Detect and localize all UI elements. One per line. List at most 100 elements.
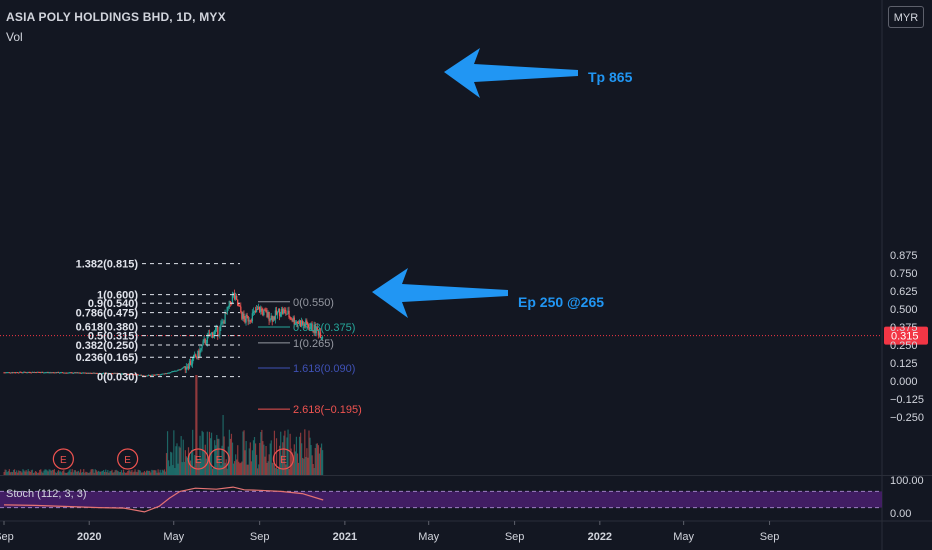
candle-body	[290, 317, 292, 320]
volume-bar	[252, 440, 255, 475]
volume-bar	[122, 469, 125, 475]
volume-bar	[92, 469, 94, 475]
volume-bar	[301, 443, 303, 475]
fib-level-label: 0(0.030)	[97, 372, 138, 384]
candle-body	[199, 350, 201, 358]
candle-body	[165, 373, 168, 375]
candle-body	[261, 308, 263, 311]
volume-bar	[292, 461, 294, 475]
volume-bar	[84, 472, 86, 475]
volume-bar	[242, 431, 244, 475]
volume-bar	[108, 472, 110, 475]
volume-bar	[71, 469, 73, 475]
candle-body	[134, 374, 136, 376]
candle-body	[307, 324, 309, 328]
volume-bar	[90, 469, 92, 475]
price-tick-label: 0.125	[890, 358, 918, 370]
stochastic-tick-label: 0.00	[890, 508, 911, 520]
candle-body	[30, 372, 32, 374]
candle-body	[207, 333, 210, 335]
candle-body	[246, 314, 248, 317]
candle-body	[96, 372, 98, 374]
candle-body	[131, 373, 133, 375]
candle-body	[238, 305, 240, 307]
candle-body	[8, 372, 10, 374]
volume-bar	[5, 469, 7, 475]
fib-extension-label: 0.618(0.375)	[293, 322, 355, 334]
candle-body	[263, 309, 265, 316]
candle-body	[278, 309, 281, 317]
candle-body	[28, 372, 30, 374]
volume-bar	[67, 472, 69, 475]
candle-body	[161, 373, 163, 375]
volume-bar	[201, 430, 203, 475]
volume-bar	[221, 445, 223, 475]
volume-bar	[110, 471, 112, 475]
take-profit-annotation: Tp 865	[588, 69, 633, 85]
candle-body	[53, 372, 55, 374]
candle-body	[190, 363, 193, 365]
volume-bar	[222, 415, 224, 475]
volume-bar	[65, 472, 67, 475]
candle-body	[154, 374, 156, 376]
fib-level-label: 1(0.600)	[97, 290, 138, 302]
volume-bar	[154, 470, 156, 475]
candle-body	[4, 372, 6, 374]
candle-body	[58, 372, 61, 374]
volume-bar	[319, 447, 322, 475]
candle-body	[201, 345, 203, 349]
volume-bar	[139, 470, 141, 475]
stochastic-indicator-label[interactable]: Stoch (112, 3, 3)	[6, 488, 87, 500]
volume-bar	[77, 470, 80, 475]
candle-body	[108, 372, 110, 374]
candle-body	[239, 305, 241, 307]
volume-indicator-label[interactable]: Vol	[6, 30, 23, 44]
volume-bar	[265, 445, 267, 475]
candle-body	[141, 375, 144, 377]
symbol-title[interactable]: ASIA POLY HOLDINGS BHD, 1D, MYX	[6, 10, 226, 24]
volume-bar	[251, 450, 254, 475]
volume-bar	[249, 442, 251, 475]
volume-bar	[45, 469, 47, 475]
candle-body	[132, 373, 134, 375]
last-price-tag	[884, 326, 928, 345]
volume-bar	[198, 461, 200, 475]
volume-bar	[107, 470, 109, 475]
volume-bar	[286, 437, 288, 475]
candle-body	[181, 368, 183, 370]
currency-button[interactable]: MYR	[888, 6, 924, 28]
volume-bar	[73, 470, 75, 475]
volume-bar	[235, 454, 237, 475]
candle-body	[61, 372, 63, 374]
volume-bar	[294, 451, 296, 475]
volume-bar	[128, 470, 130, 475]
candle-body	[5, 372, 7, 374]
volume-bar	[225, 459, 227, 475]
time-tick-label: Sep	[0, 531, 14, 543]
earnings-marker	[52, 448, 74, 470]
candle-body	[77, 372, 80, 374]
volume-bar	[75, 471, 77, 475]
candle-body	[219, 327, 221, 335]
volume-bar	[244, 450, 246, 475]
candle-body	[273, 316, 276, 320]
volume-bar	[181, 462, 183, 475]
volume-bar	[121, 472, 124, 475]
candle-body	[40, 372, 42, 374]
volume-bar	[50, 470, 52, 475]
volume-bar	[15, 472, 17, 475]
volume-bar	[22, 469, 24, 475]
volume-bar	[186, 457, 189, 475]
price-tick-label: 0.250	[890, 340, 918, 352]
volume-bar	[147, 470, 149, 475]
volume-bar	[215, 445, 217, 475]
candle-body	[110, 373, 112, 375]
volume-bar	[239, 463, 241, 475]
volume-bar	[183, 461, 185, 475]
candle-body	[193, 355, 195, 359]
volume-bar	[228, 429, 230, 475]
candle-body	[200, 348, 202, 351]
volume-bar	[62, 470, 64, 475]
candle-body	[145, 375, 148, 377]
